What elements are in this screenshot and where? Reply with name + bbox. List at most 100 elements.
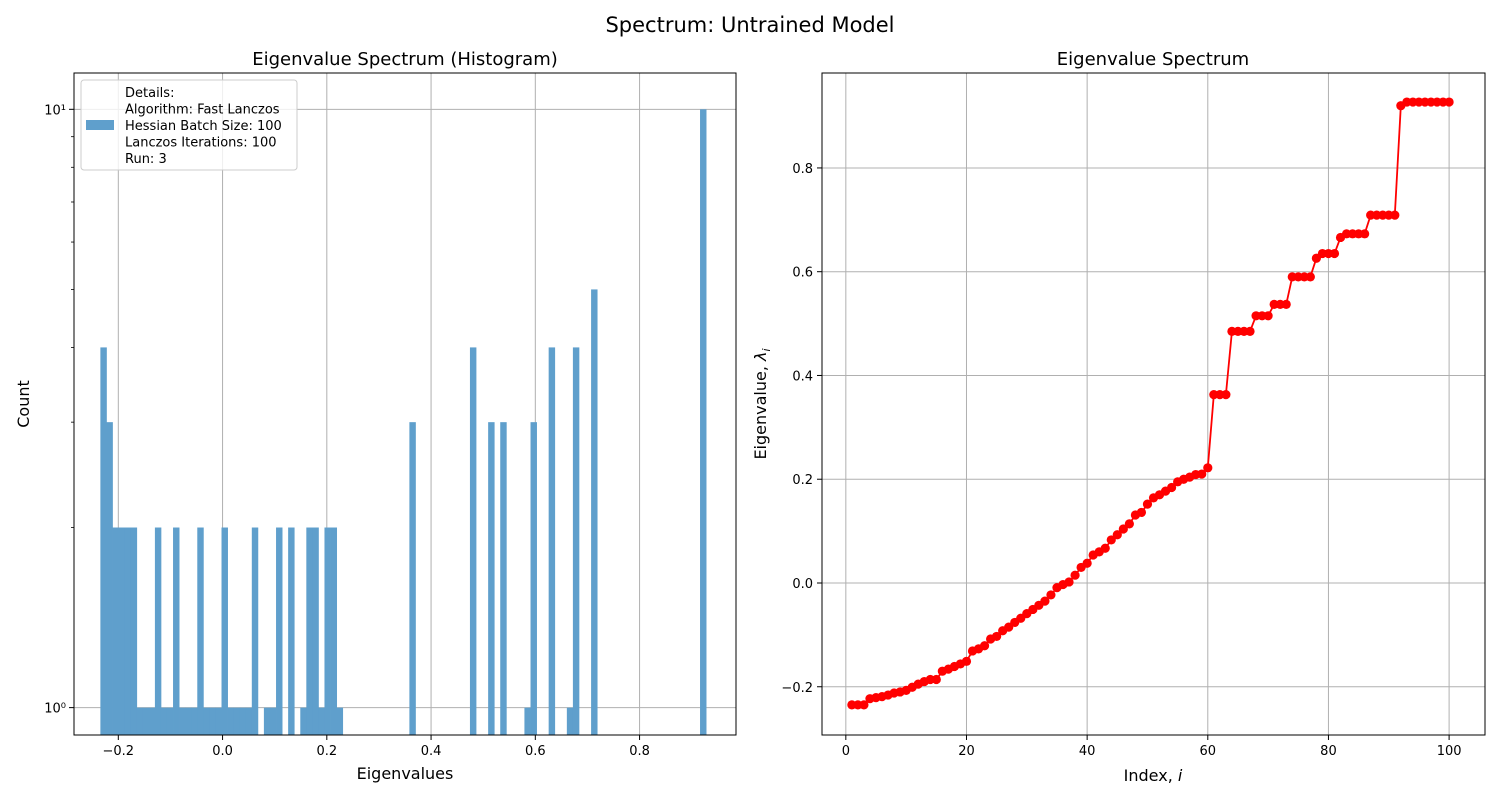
y-tick-label: 10¹: [44, 103, 66, 118]
histogram-bar: [233, 707, 241, 735]
histogram-bar: [136, 707, 144, 735]
histogram-bar: [524, 707, 531, 735]
eigenvalue-point: [961, 656, 972, 666]
eigenvalue-point: [1118, 524, 1128, 534]
eigenvalue-point: [1070, 570, 1080, 580]
histogram-plot-frame: [73, 72, 737, 736]
histogram-bar: [306, 527, 313, 735]
x-tick-label: 0: [842, 744, 850, 759]
histogram-ylabel: Count: [14, 380, 33, 428]
eigenvalue-point: [1221, 390, 1231, 400]
y-tick-label: 0.0: [792, 577, 813, 592]
histogram-bar: [245, 707, 253, 735]
eigenvalue-point: [1263, 311, 1273, 321]
legend-frame: [80, 79, 298, 171]
legend-line: Algorithm: Fast Lanczos: [125, 103, 280, 118]
histogram-bar: [251, 527, 259, 735]
line-plot-frame: [821, 72, 1486, 736]
x-tick-label: 0.8: [629, 744, 650, 759]
histogram-bar: [288, 527, 295, 735]
legend-line: Lanczos Iterations: 100: [125, 136, 277, 151]
eigenvalue-point: [1390, 210, 1400, 220]
histogram-bar: [221, 527, 228, 735]
histogram-bar: [312, 527, 319, 735]
eigenvalue-point: [1245, 326, 1255, 336]
histogram-bar: [239, 707, 247, 735]
eigenvalue-point: [1112, 530, 1122, 540]
line-ticks: 0 20 40 60 80 100 −0.2 0.0 0.2 0.4 0.6 0.8: [781, 162, 1461, 759]
histogram-bar: [530, 422, 537, 735]
histogram-bar: [336, 707, 344, 735]
histogram-bar: [106, 422, 113, 735]
legend-line: Run: 3: [125, 152, 167, 167]
eigenvalue-point: [1064, 577, 1074, 587]
histogram-bar: [112, 527, 119, 735]
eigenvalue-point: [1040, 596, 1050, 606]
legend-line: Hessian Batch Size: 100: [125, 119, 282, 134]
eigenvalue-point: [979, 641, 990, 651]
eigenvalue-point: [1106, 535, 1116, 545]
histogram-bar: [130, 527, 138, 735]
y-tick-label: 0.6: [792, 266, 813, 281]
eigenvalue-points: [847, 97, 1454, 710]
eigenvalue-point: [1100, 543, 1110, 553]
histogram-bar: [179, 707, 186, 735]
legend-line: Details:: [125, 86, 174, 101]
x-tick-label: 0.2: [316, 744, 337, 759]
histogram-bar: [700, 109, 707, 736]
histogram-bar: [191, 707, 198, 735]
histogram-bar: [118, 527, 126, 735]
histogram-bars: [100, 109, 707, 736]
x-tick-label: 40: [1079, 744, 1096, 759]
line-xlabel: Index, i: [1124, 766, 1183, 785]
histogram-bar: [215, 707, 222, 735]
eigenvalue-point: [1046, 590, 1056, 600]
histogram-bar: [209, 707, 216, 735]
eigenvalue-point: [1142, 499, 1153, 509]
eigenvalue-point: [1360, 229, 1370, 239]
line-ylabel: Eigenvalue, λi: [751, 348, 773, 459]
histogram-bar: [185, 707, 192, 735]
eigenvalue-point: [1197, 469, 1207, 479]
histogram-bar: [566, 707, 574, 735]
histogram-bar: [572, 347, 580, 735]
histogram-bar: [173, 527, 180, 735]
histogram-bar: [154, 527, 162, 735]
histogram-bar: [148, 707, 156, 735]
histogram-bar: [500, 422, 507, 735]
eigenvalue-point: [1124, 519, 1134, 529]
eigenvalue-point: [1166, 482, 1177, 493]
line-title: Eigenvalue Spectrum: [1057, 49, 1249, 70]
histogram-bar: [100, 347, 107, 735]
x-tick-label: −0.2: [103, 744, 135, 759]
line-grid: [822, 73, 1485, 735]
x-tick-label: 0.4: [421, 744, 442, 759]
histogram-title: Eigenvalue Spectrum (Histogram): [252, 49, 558, 70]
histogram-bar: [330, 527, 338, 735]
figure-suptitle: Spectrum: Untrained Model: [605, 13, 894, 37]
x-tick-label: 0.6: [525, 744, 546, 759]
histogram-bar: [488, 422, 495, 735]
histogram-bar: [142, 707, 150, 735]
x-tick-label: 20: [958, 744, 975, 759]
histogram-bar: [203, 707, 210, 735]
histogram-bar: [160, 707, 168, 735]
eigenvalue-point: [1329, 248, 1340, 259]
x-tick-label: 100: [1437, 744, 1462, 759]
histogram-bar: [124, 527, 132, 735]
histogram-bar: [269, 707, 277, 735]
legend-swatch: [86, 120, 114, 130]
x-tick-label: 80: [1320, 744, 1337, 759]
histogram-bar: [409, 422, 416, 735]
eigenvalue-point: [859, 700, 869, 710]
histogram-bar: [318, 707, 325, 735]
histogram-bar: [324, 527, 331, 735]
histogram-bar: [591, 289, 598, 735]
histogram-bar: [166, 707, 174, 735]
y-tick-label: 0.2: [792, 473, 813, 488]
y-tick-label: −0.2: [781, 681, 813, 696]
eigenvalue-point: [1082, 558, 1092, 568]
line-panel: Eigenvalue Spectrum 0 20 40 60 80 100−0.20.00…: [751, 49, 1486, 785]
